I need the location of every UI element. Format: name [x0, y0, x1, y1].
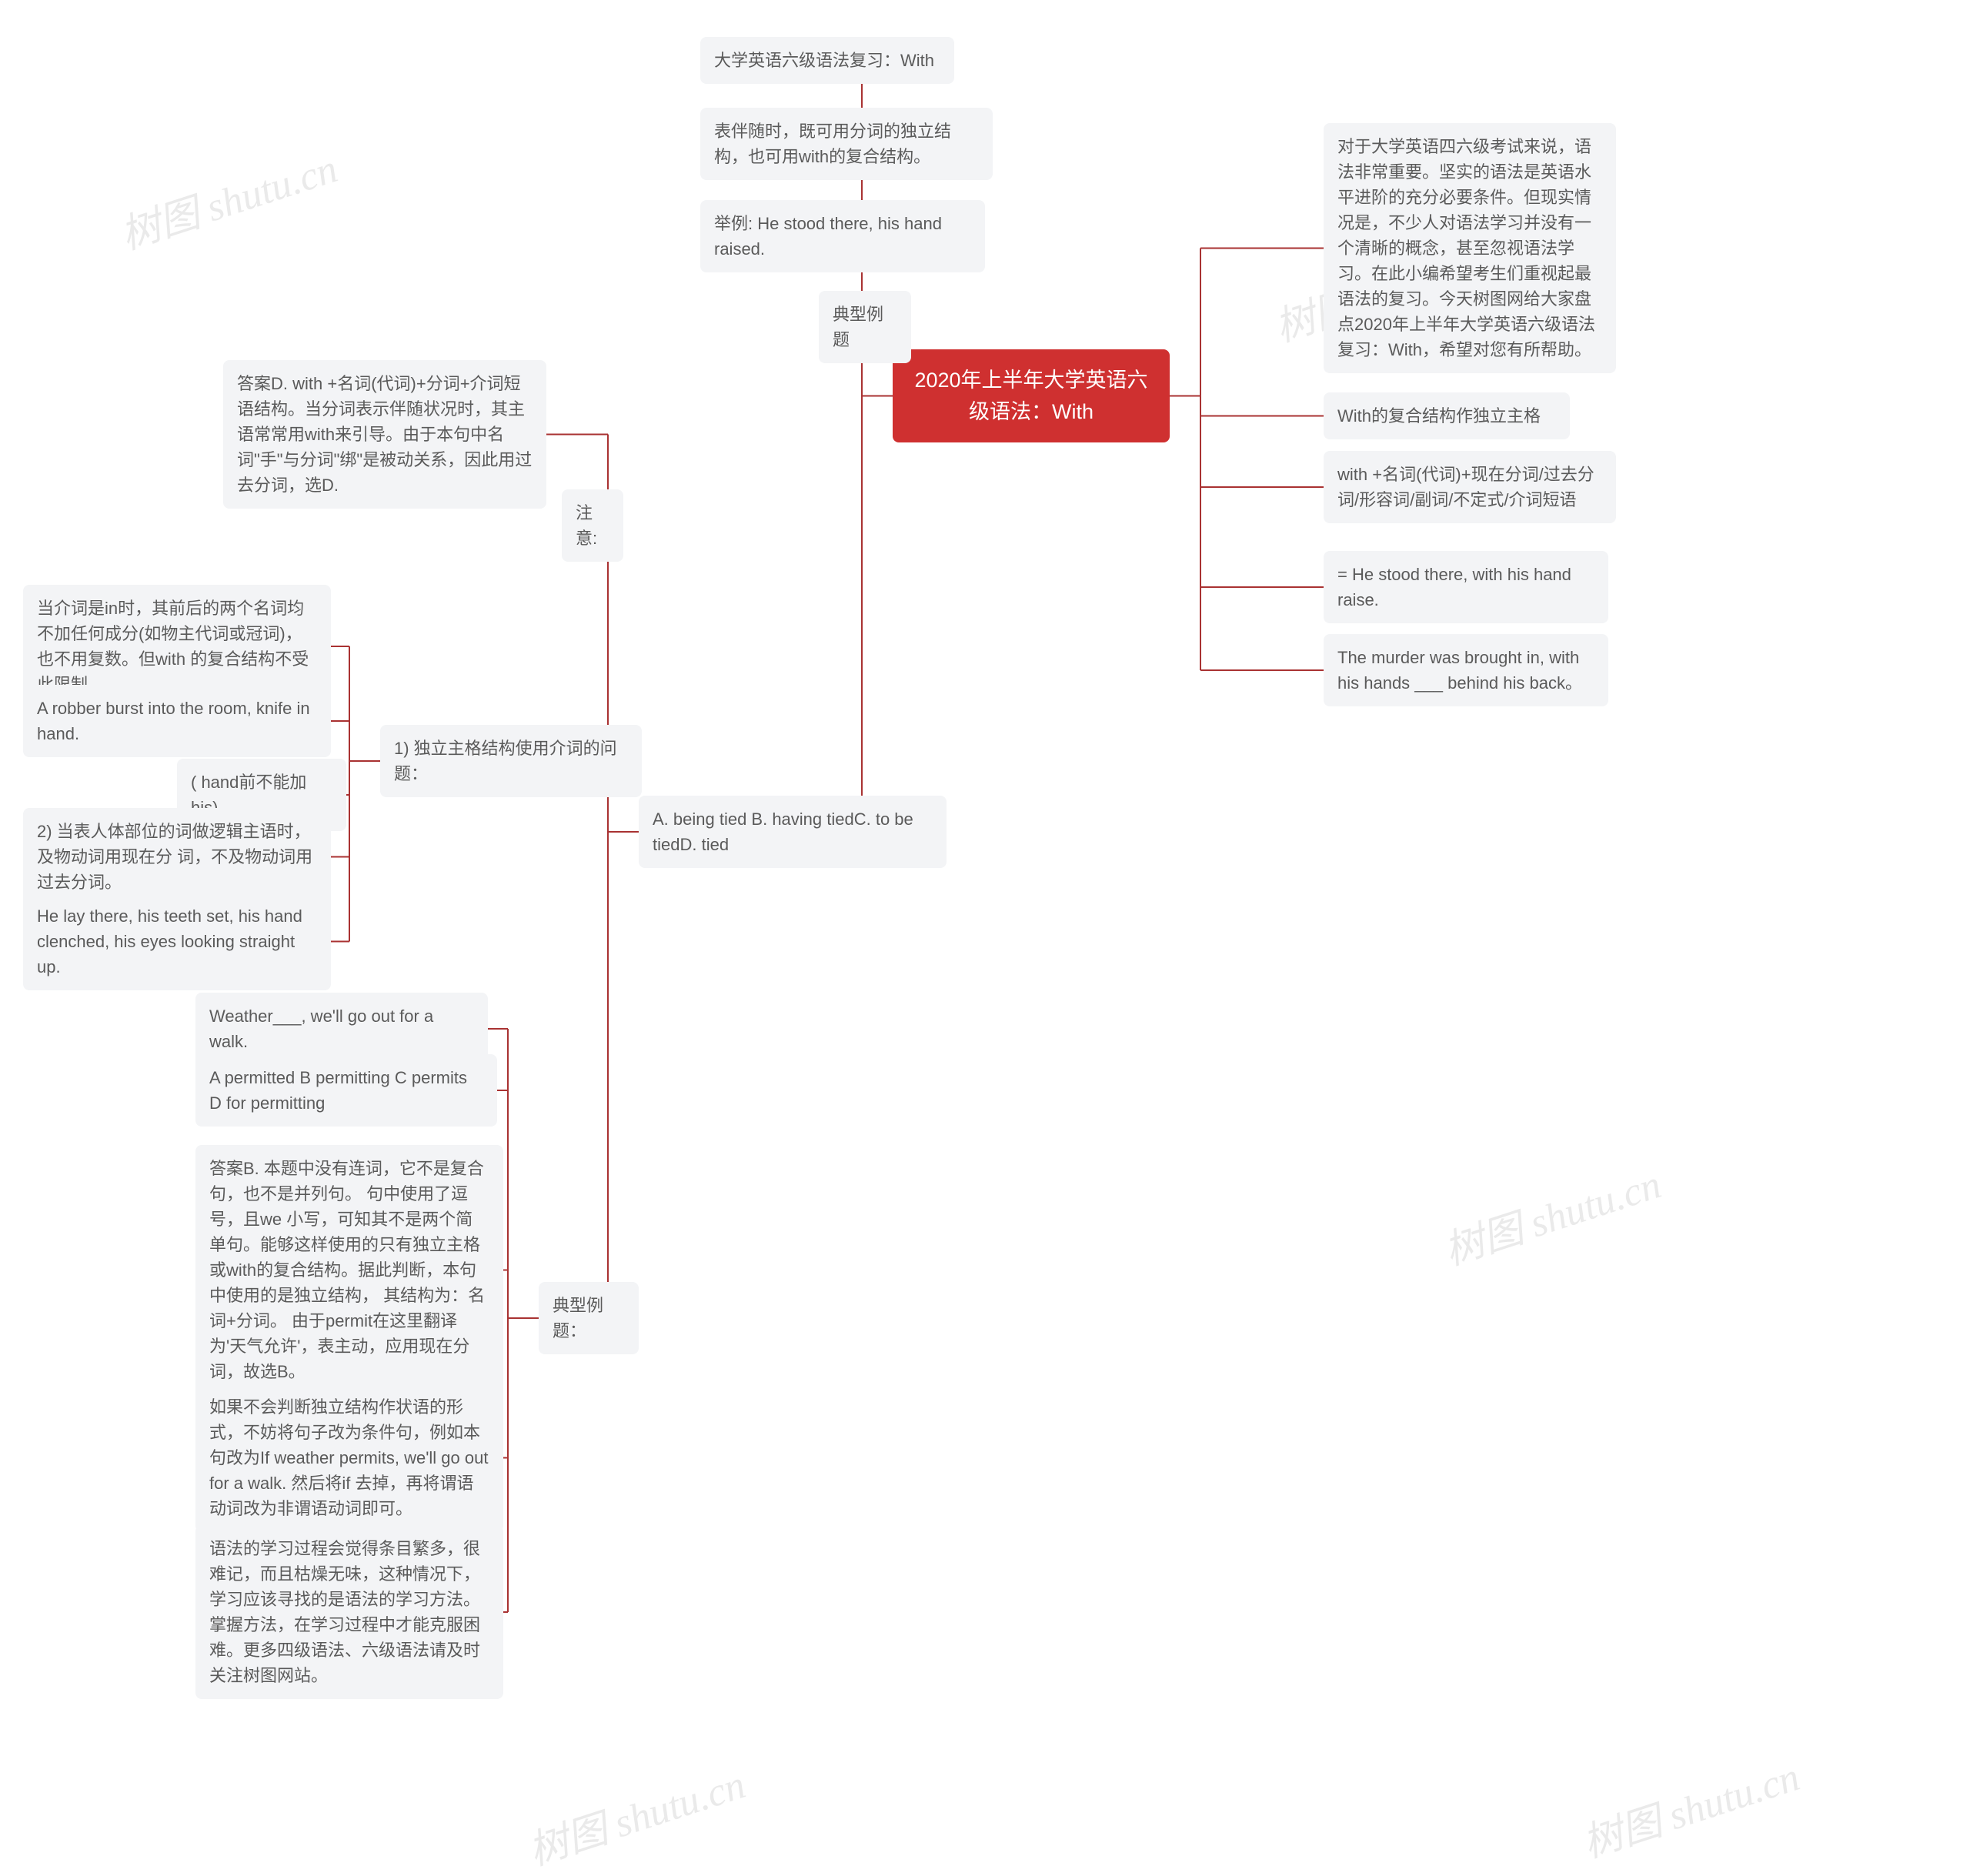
mindmap-node[interactable]: 典型例题 — [819, 291, 911, 363]
node-text: The murder was brought in, with his hand… — [1337, 648, 1582, 693]
mindmap-node[interactable]: He lay there, his teeth set, his hand cl… — [23, 893, 331, 990]
node-text: with +名词(代词)+现在分词/过去分词/形容词/副词/不定式/介词短语 — [1337, 465, 1594, 509]
node-text: 典型例题 — [833, 305, 883, 349]
mindmap-node[interactable]: with +名词(代词)+现在分词/过去分词/形容词/副词/不定式/介词短语 — [1324, 451, 1616, 523]
mindmap-node[interactable]: A robber burst into the room, knife in h… — [23, 685, 331, 757]
mindmap-node[interactable]: 对于大学英语四六级考试来说，语法非常重要。坚实的语法是英语水平进阶的充分必要条件… — [1324, 123, 1616, 373]
node-text: He lay there, his teeth set, his hand cl… — [37, 906, 302, 976]
mindmap-node[interactable]: 答案D. with +名词(代词)+分词+介词短语结构。当分词表示伴随状况时，其… — [223, 360, 546, 509]
node-text: 典型例题： — [553, 1296, 603, 1340]
node-text: A permitted B permitting C permits D for… — [209, 1068, 467, 1113]
mindmap-node[interactable]: A. being tied B. having tiedC. to be tie… — [639, 796, 947, 868]
mindmap-node[interactable]: = He stood there, with his hand raise. — [1324, 551, 1608, 623]
node-text: 表伴随时，既可用分词的独立结构，也可用with的复合结构。 — [714, 122, 951, 166]
watermark: 树图 shutu.cn — [1436, 1152, 1668, 1276]
root-node[interactable]: 2020年上半年大学英语六级语法：With — [893, 349, 1170, 442]
node-text: 对于大学英语四六级考试来说，语法非常重要。坚实的语法是英语水平进阶的充分必要条件… — [1337, 137, 1595, 359]
mindmap-node[interactable]: 典型例题： — [539, 1282, 639, 1354]
node-text: 注意: — [576, 503, 597, 548]
node-text: 2020年上半年大学英语六级语法：With — [914, 369, 1147, 423]
mindmap-node[interactable]: The murder was brought in, with his hand… — [1324, 634, 1608, 706]
mindmap-node[interactable]: 语法的学习过程会觉得条目繁多，很难记，而且枯燥无味，这种情况下，学习应该寻找的是… — [195, 1525, 503, 1699]
node-text: With的复合结构作独立主格 — [1337, 406, 1541, 426]
node-text: 语法的学习过程会觉得条目繁多，很难记，而且枯燥无味，这种情况下，学习应该寻找的是… — [209, 1539, 480, 1685]
watermark: 树图 shutu.cn — [112, 136, 344, 260]
mindmap-node[interactable]: 表伴随时，既可用分词的独立结构，也可用with的复合结构。 — [700, 108, 993, 180]
node-text: A robber burst into the room, knife in h… — [37, 699, 310, 743]
watermark: 树图 shutu.cn — [520, 1752, 752, 1876]
node-text: A. being tied B. having tiedC. to be tie… — [653, 809, 913, 854]
watermark: 树图 shutu.cn — [1574, 1744, 1806, 1868]
mindmap-node[interactable]: 1) 独立主格结构使用介词的问题： — [380, 725, 642, 797]
mindmap-node[interactable]: 大学英语六级语法复习：With — [700, 37, 954, 84]
node-text: 2) 当表人体部位的词做逻辑主语时，及物动词用现在分 词，不及物动词用过去分词。 — [37, 822, 312, 892]
mindmap-node[interactable]: 如果不会判断独立结构作状语的形式，不妨将句子改为条件句，例如本句改为If wea… — [195, 1384, 503, 1532]
node-text: 当介词是in时，其前后的两个名词均不加任何成分(如物主代词或冠词)，也不用复数。… — [37, 599, 309, 694]
node-text: 举例: He stood there, his hand raised. — [714, 214, 942, 259]
mindmap-node[interactable]: A permitted B permitting C permits D for… — [195, 1054, 497, 1127]
node-text: 大学英语六级语法复习：With — [714, 51, 934, 70]
node-text: 如果不会判断独立结构作状语的形式，不妨将句子改为条件句，例如本句改为If wea… — [209, 1397, 488, 1518]
node-text: 1) 独立主格结构使用介词的问题： — [394, 739, 617, 783]
node-text: = He stood there, with his hand raise. — [1337, 565, 1571, 609]
node-text: 答案B. 本题中没有连词，它不是复合句，也不是并列句。 句中使用了逗号，且we … — [209, 1159, 485, 1381]
node-text: Weather___, we'll go out for a walk. — [209, 1006, 433, 1051]
mindmap-node[interactable]: 注意: — [562, 489, 623, 562]
mindmap-node[interactable]: 2) 当表人体部位的词做逻辑主语时，及物动词用现在分 词，不及物动词用过去分词。 — [23, 808, 331, 906]
mindmap-node[interactable]: With的复合结构作独立主格 — [1324, 392, 1570, 439]
node-text: 答案D. with +名词(代词)+分词+介词短语结构。当分词表示伴随状况时，其… — [237, 374, 532, 495]
mindmap-node[interactable]: 举例: He stood there, his hand raised. — [700, 200, 985, 272]
mindmap-node[interactable]: 答案B. 本题中没有连词，它不是复合句，也不是并列句。 句中使用了逗号，且we … — [195, 1145, 503, 1395]
